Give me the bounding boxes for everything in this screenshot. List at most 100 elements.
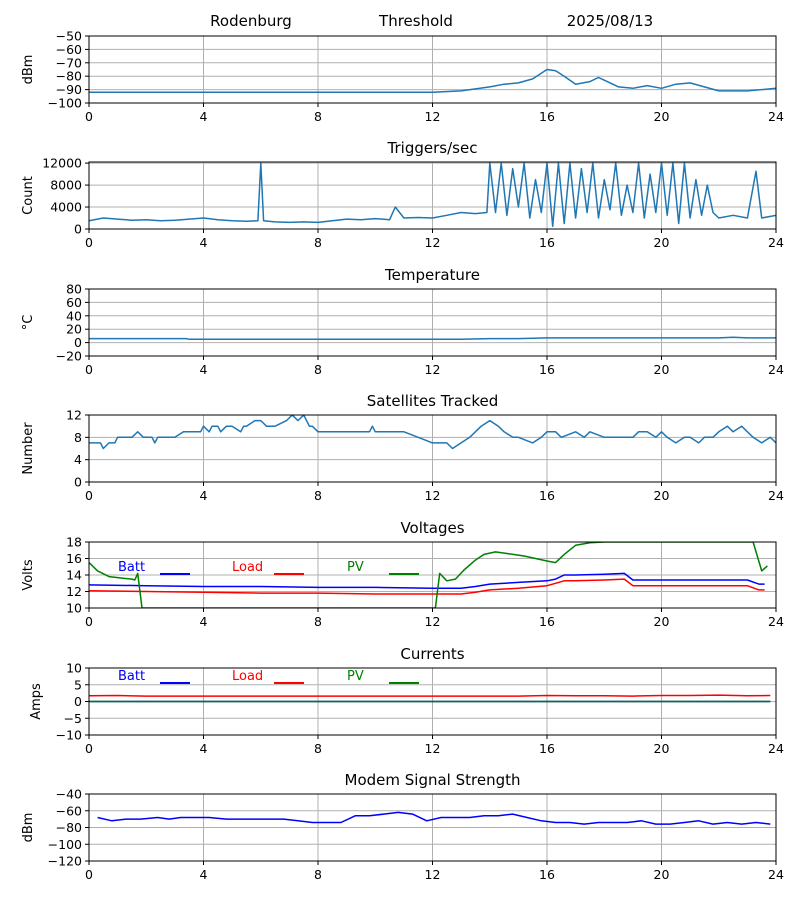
y-tick-label: 0 <box>74 222 82 237</box>
y-tick-label: −80 <box>56 69 82 84</box>
station-name: Rodenburg <box>210 12 292 30</box>
y-tick-label: −20 <box>56 349 82 364</box>
voltages-series-batt <box>89 572 765 589</box>
y-tick-label: 0 <box>74 335 82 350</box>
satellites-series-line <box>89 415 776 450</box>
x-tick-label: 24 <box>768 741 784 756</box>
x-tick-label: 4 <box>200 488 208 503</box>
satellites-ylabel: Number <box>21 422 36 475</box>
temperature-ylabel: °C <box>21 315 36 331</box>
y-tick-label: 8 <box>74 430 82 445</box>
modem-series-line <box>97 811 771 825</box>
y-tick-label: 0 <box>74 694 82 709</box>
y-tick-label: 14 <box>66 568 82 583</box>
y-tick-label: 8000 <box>50 178 82 193</box>
x-tick-label: 12 <box>425 362 441 377</box>
x-tick-label: 0 <box>85 362 93 377</box>
x-tick-label: 0 <box>85 488 93 503</box>
x-tick-label: 4 <box>200 235 208 250</box>
y-tick-label: −60 <box>56 803 82 818</box>
triggers-series-line <box>89 162 776 228</box>
x-tick-label: 8 <box>314 614 322 629</box>
modem-chart: 0 4 8 12 16 20 24 −120 −100 −80 −60−40 Modem Signal… <box>21 771 784 882</box>
x-tick-label: 20 <box>654 362 670 377</box>
voltages-series-pv <box>89 542 768 608</box>
x-tick-label: 8 <box>314 362 322 377</box>
y-tick-label: −100 <box>48 837 82 852</box>
x-tick-label: 20 <box>654 235 670 250</box>
x-tick-label: 24 <box>768 867 784 882</box>
x-tick-label: 16 <box>539 362 555 377</box>
legend-label-batt: Batt <box>118 669 145 684</box>
voltages-ylabel: Volts <box>21 559 36 591</box>
x-tick-label: 16 <box>539 235 555 250</box>
x-tick-label: 8 <box>314 235 322 250</box>
x-tick-label: 20 <box>654 488 670 503</box>
x-tick-label: 12 <box>425 614 441 629</box>
y-tick-label: 4 <box>74 452 82 467</box>
x-tick-label: 12 <box>425 109 441 124</box>
y-tick-label: −100 <box>48 96 82 111</box>
x-tick-label: 16 <box>539 741 555 756</box>
satellites-chart: 0 4 8 12 16 20 24 0 4 8 12 Satellites Tracked Number <box>21 392 784 503</box>
y-tick-label: −80 <box>56 820 82 835</box>
legend-label-pv: PV <box>347 560 364 575</box>
y-tick-label: 0 <box>74 475 82 490</box>
legend-label-batt: Batt <box>118 560 145 575</box>
threshold-ylabel: dBm <box>21 55 36 85</box>
y-tick-label: −90 <box>56 82 82 97</box>
x-tick-label: 4 <box>200 614 208 629</box>
legend-label-pv: PV <box>347 669 364 684</box>
triggers-chart: 0 4 8 12 16 20 24 0 4000 8000 12000 Triggers/sec Cou… <box>21 139 784 250</box>
y-tick-label: 16 <box>66 551 82 566</box>
modem-ylabel: dBm <box>21 813 36 843</box>
x-tick-label: 4 <box>200 867 208 882</box>
y-tick-label: 10 <box>66 661 82 676</box>
x-tick-label: 8 <box>314 867 322 882</box>
x-tick-label: 4 <box>200 362 208 377</box>
currents-title: Currents <box>400 645 464 663</box>
y-tick-label: −70 <box>56 55 82 70</box>
x-tick-label: 4 <box>200 741 208 756</box>
x-tick-label: 20 <box>654 867 670 882</box>
threshold-series-line <box>89 68 776 94</box>
x-tick-label: 16 <box>539 488 555 503</box>
x-tick-label: 24 <box>768 488 784 503</box>
x-tick-label: 8 <box>314 488 322 503</box>
x-tick-label: 0 <box>85 741 93 756</box>
x-tick-label: 20 <box>654 741 670 756</box>
currents-series-load <box>89 694 771 697</box>
y-tick-label: 12 <box>66 584 82 599</box>
y-tick-label: 18 <box>66 535 82 550</box>
x-tick-label: 0 <box>85 614 93 629</box>
x-tick-label: 12 <box>425 488 441 503</box>
satellites-title: Satellites Tracked <box>367 392 498 410</box>
x-tick-label: 16 <box>539 614 555 629</box>
y-tick-label: 10 <box>66 601 82 616</box>
x-tick-label: 0 <box>85 867 93 882</box>
y-tick-label: −50 <box>56 29 82 44</box>
y-tick-label: 40 <box>66 308 82 323</box>
voltages-title: Voltages <box>400 519 464 537</box>
y-tick-label: 12000 <box>42 156 82 171</box>
y-tick-label: 4000 <box>50 200 82 215</box>
x-tick-label: 24 <box>768 235 784 250</box>
y-tick-label: −40 <box>56 787 82 802</box>
y-tick-label: 5 <box>74 677 82 692</box>
x-tick-label: 24 <box>768 614 784 629</box>
x-tick-label: 0 <box>85 235 93 250</box>
x-tick-label: 20 <box>654 614 670 629</box>
x-tick-label: 8 <box>314 741 322 756</box>
y-tick-label: 20 <box>66 322 82 337</box>
y-tick-label: 60 <box>66 295 82 310</box>
x-tick-label: 8 <box>314 109 322 124</box>
triggers-ylabel: Count <box>21 176 36 215</box>
y-tick-label: 12 <box>66 408 82 423</box>
x-tick-label: 12 <box>425 867 441 882</box>
y-tick-label: −5 <box>64 711 82 726</box>
chart-mode-title: Threshold <box>378 12 453 30</box>
